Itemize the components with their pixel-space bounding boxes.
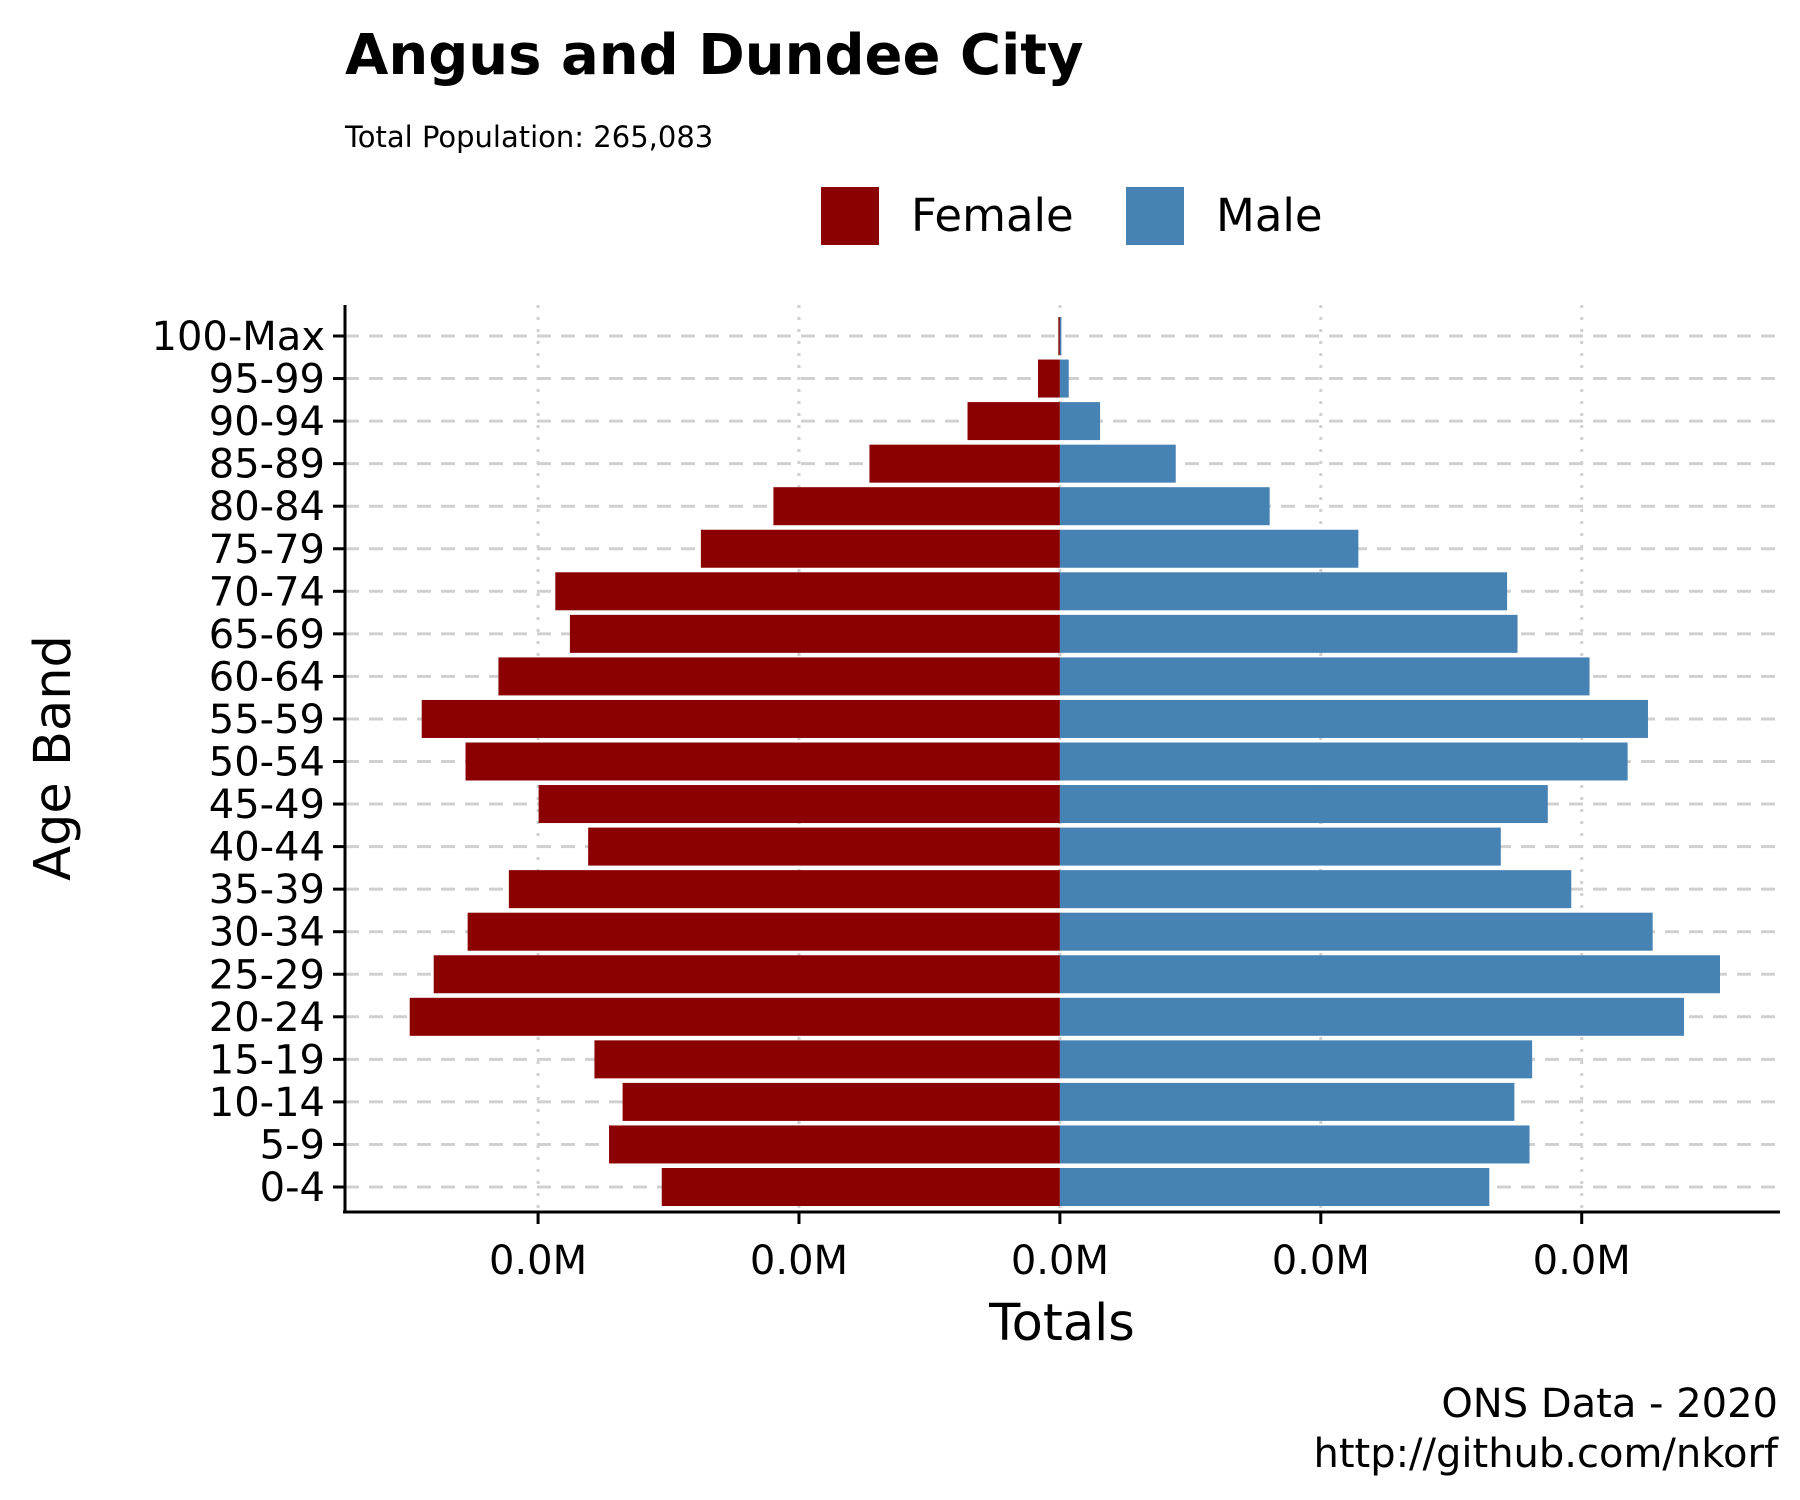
y-tick-label: 40-44: [209, 825, 325, 871]
y-tick-label: 55-59: [209, 697, 325, 743]
y-tick-label: 85-89: [209, 442, 325, 488]
x-tick-label: 0.0M: [489, 1238, 587, 1284]
bar-male-75-79: [1059, 529, 1359, 568]
bar-female-45-49: [538, 785, 1060, 824]
bar-male-10-14: [1059, 1082, 1515, 1121]
legend-label-female: Female: [911, 189, 1074, 242]
bar-female-50-54: [465, 742, 1060, 781]
bar-female-70-74: [555, 572, 1060, 611]
y-tick-label: 10-14: [209, 1080, 325, 1126]
bar-male-15-19: [1059, 1040, 1533, 1079]
bar-male-70-74: [1059, 572, 1508, 611]
y-tick-label: 60-64: [209, 654, 325, 700]
y-tick-label: 50-54: [209, 740, 325, 786]
bar-male-60-64: [1059, 657, 1590, 696]
legend-swatch-male: [1126, 187, 1184, 245]
y-tick-label: 15-19: [209, 1037, 325, 1083]
bar-male-45-49: [1059, 785, 1548, 824]
bar-male-50-54: [1059, 742, 1628, 781]
caption-url: http://github.com/nkorf: [1313, 1431, 1778, 1477]
bar-male-95-99: [1059, 359, 1069, 398]
bar-male-80-84: [1059, 487, 1270, 526]
x-axis-ticks: 0.0M 0.0M 0.0M 0.0M 0.0M: [489, 1212, 1631, 1284]
bar-female-85-89: [869, 444, 1060, 483]
bar-female-75-79: [700, 529, 1060, 568]
y-tick-label: 0-4: [260, 1165, 325, 1211]
bar-male-5-9: [1059, 1125, 1530, 1164]
y-tick-label: 75-79: [209, 527, 325, 573]
bar-female-30-34: [467, 912, 1060, 951]
chart-title: Angus and Dundee City: [345, 23, 1084, 88]
y-tick-label: 65-69: [209, 612, 325, 658]
legend-swatch-female: [821, 187, 879, 245]
y-tick-label: 25-29: [209, 952, 325, 998]
bar-male-20-24: [1059, 997, 1684, 1036]
bar-male-25-29: [1059, 955, 1720, 994]
legend: Female Male: [821, 187, 1323, 245]
bar-male-55-59: [1059, 699, 1648, 738]
chart-subtitle: Total Population: 265,083: [344, 120, 713, 154]
bar-female-5-9: [609, 1125, 1060, 1164]
bar-female-35-39: [508, 870, 1060, 909]
x-tick-label: 0.0M: [1272, 1238, 1370, 1284]
y-axis-title: Age Band: [24, 635, 83, 881]
y-tick-label: 100-Max: [152, 314, 325, 360]
caption-source: ONS Data - 2020: [1441, 1381, 1778, 1427]
x-tick-label: 0.0M: [750, 1238, 848, 1284]
bar-female-10-14: [622, 1082, 1060, 1121]
y-tick-label: 45-49: [209, 782, 325, 828]
bar-male-65-69: [1059, 614, 1518, 653]
bar-male-40-44: [1059, 827, 1501, 866]
y-tick-label: 95-99: [209, 357, 325, 403]
bars: [409, 317, 1720, 1206]
bar-female-25-29: [433, 955, 1060, 994]
y-tick-label: 90-94: [209, 399, 325, 445]
bar-female-20-24: [409, 997, 1060, 1036]
bar-female-100-Max: [1058, 317, 1060, 355]
y-tick-label: 70-74: [209, 569, 325, 615]
bar-female-55-59: [421, 699, 1060, 738]
bar-female-60-64: [498, 657, 1060, 696]
bar-male-100-Max: [1059, 317, 1062, 355]
bar-female-95-99: [1037, 359, 1060, 398]
x-tick-label: 0.0M: [1011, 1238, 1109, 1284]
bar-male-90-94: [1059, 402, 1101, 441]
y-axis-ticks: 0-45-910-1415-1920-2425-2930-3435-3940-4…: [152, 314, 345, 1211]
y-tick-label: 20-24: [209, 995, 325, 1041]
x-tick-label: 0.0M: [1533, 1238, 1631, 1284]
bar-female-0-4: [661, 1168, 1060, 1206]
y-tick-label: 5-9: [260, 1122, 325, 1168]
bar-female-40-44: [588, 827, 1060, 866]
y-tick-label: 80-84: [209, 484, 325, 530]
y-tick-label: 35-39: [209, 867, 325, 913]
bar-male-85-89: [1059, 444, 1176, 483]
bar-male-30-34: [1059, 912, 1653, 951]
y-tick-label: 30-34: [209, 910, 325, 956]
bar-female-90-94: [967, 402, 1060, 441]
bar-female-80-84: [773, 487, 1060, 526]
legend-label-male: Male: [1216, 189, 1323, 242]
bar-male-0-4: [1059, 1168, 1490, 1206]
bar-male-35-39: [1059, 870, 1572, 909]
x-axis-title: Totals: [988, 1294, 1135, 1353]
bar-female-65-69: [569, 614, 1060, 653]
bar-female-15-19: [594, 1040, 1060, 1079]
